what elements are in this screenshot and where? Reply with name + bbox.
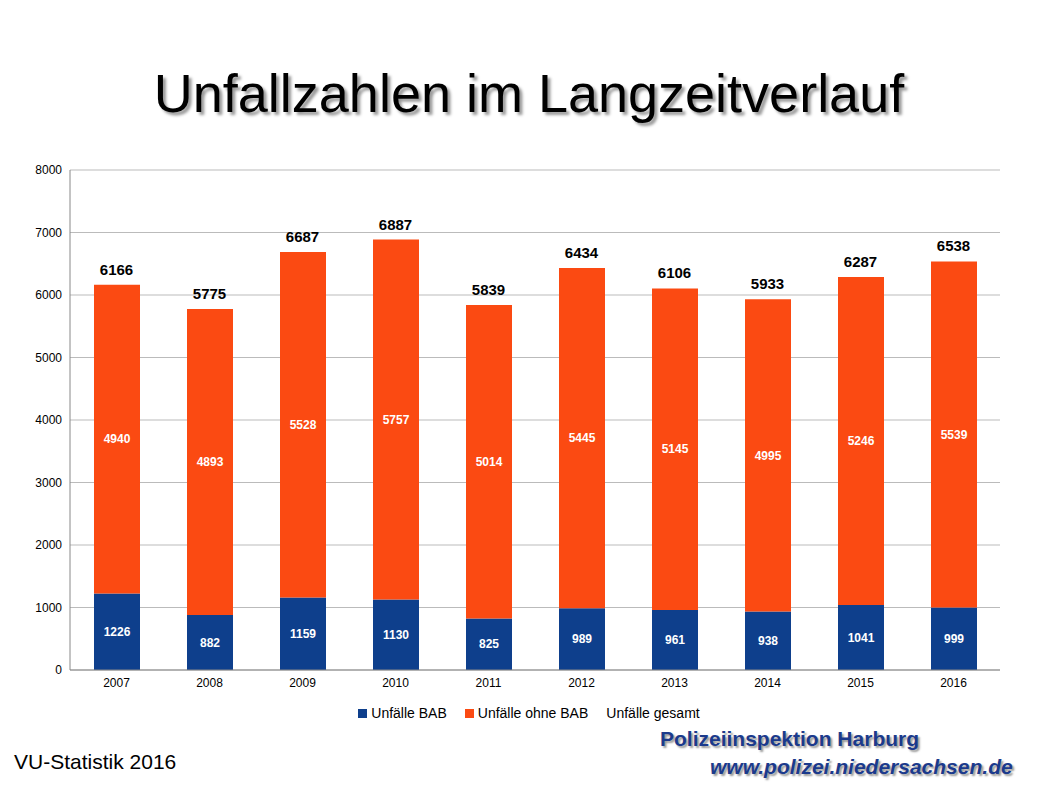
svg-text:5246: 5246	[848, 434, 875, 448]
svg-text:2008: 2008	[196, 676, 223, 690]
svg-text:1226: 1226	[104, 625, 131, 639]
svg-text:4995: 4995	[755, 449, 782, 463]
svg-text:999: 999	[944, 632, 964, 646]
svg-text:6687: 6687	[286, 228, 319, 245]
svg-text:5539: 5539	[941, 428, 968, 442]
svg-text:5933: 5933	[751, 275, 784, 292]
html-text:VU-Statistik 2016: VU-Statistik 2016	[14, 750, 177, 773]
html-text:Unfälle ohne BAB: Unfälle ohne BAB	[477, 705, 589, 721]
svg-text:6538: 6538	[937, 237, 970, 254]
html-text:Unfälle BAB: Unfälle BAB	[371, 705, 447, 721]
svg-text:2010: 2010	[382, 676, 409, 690]
svg-text:1159: 1159	[290, 627, 316, 641]
svg-text:2000: 2000	[35, 538, 62, 552]
svg-text:2014: 2014	[754, 676, 781, 690]
svg-text:8000: 8000	[35, 163, 62, 177]
svg-text:961: 961	[665, 633, 685, 647]
svg-text:6287: 6287	[844, 253, 877, 270]
svg-text:6434: 6434	[565, 244, 599, 261]
svg-text:2012: 2012	[568, 676, 595, 690]
svg-text:6000: 6000	[35, 288, 62, 302]
svg-text:7000: 7000	[35, 226, 62, 240]
svg-text:0: 0	[55, 663, 62, 677]
svg-text:5445: 5445	[569, 431, 596, 445]
html-text:Unfälle gesamt: Unfälle gesamt	[606, 705, 700, 721]
html-text:www.polizei.niedersachsen.de: www.polizei.niedersachsen.de	[710, 755, 1013, 778]
svg-text:1130: 1130	[383, 628, 409, 642]
html-text:Polizeiinspektion Harburg: Polizeiinspektion Harburg	[660, 727, 919, 750]
svg-text:3000: 3000	[35, 476, 62, 490]
svg-text:2009: 2009	[289, 676, 316, 690]
html-text:Unfallzahlen im Langzeitverlau: Unfallzahlen im Langzeitverlauf	[153, 63, 905, 123]
svg-text:2007: 2007	[103, 676, 130, 690]
svg-text:2015: 2015	[847, 676, 874, 690]
svg-text:4000: 4000	[35, 413, 62, 427]
svg-text:6166: 6166	[100, 261, 133, 278]
svg-text:4893: 4893	[197, 455, 224, 469]
svg-text:989: 989	[572, 632, 592, 646]
svg-text:5757: 5757	[383, 413, 410, 427]
svg-text:1000: 1000	[35, 601, 62, 615]
svg-text:5145: 5145	[662, 442, 689, 456]
svg-text:882: 882	[200, 636, 220, 650]
svg-text:5014: 5014	[476, 455, 503, 469]
svg-text:5839: 5839	[472, 281, 505, 298]
svg-text:2011: 2011	[476, 676, 502, 690]
svg-text:5775: 5775	[193, 285, 226, 302]
svg-text:6887: 6887	[379, 216, 412, 233]
svg-text:2013: 2013	[661, 676, 688, 690]
svg-text:5000: 5000	[35, 351, 62, 365]
svg-text:2016: 2016	[940, 676, 967, 690]
svg-text:938: 938	[758, 634, 778, 648]
svg-text:6106: 6106	[658, 264, 691, 281]
svg-text:825: 825	[479, 637, 499, 651]
svg-text:1041: 1041	[848, 631, 875, 645]
svg-text:4940: 4940	[104, 432, 131, 446]
svg-text:5528: 5528	[290, 418, 317, 432]
